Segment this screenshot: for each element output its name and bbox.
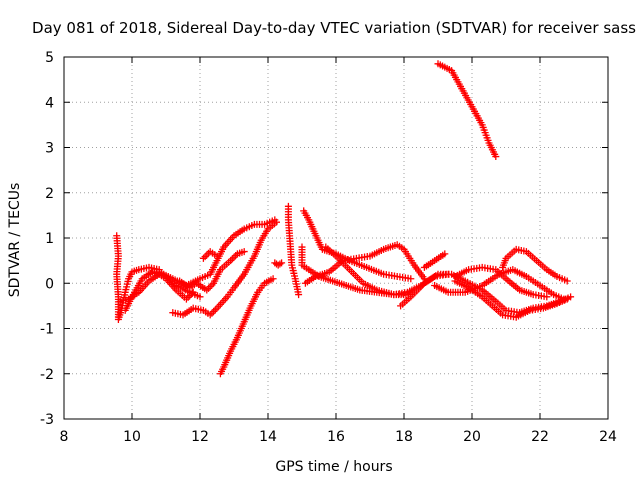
y-tick-label: 5 xyxy=(45,50,54,66)
data-point xyxy=(213,252,221,260)
series-track-13 xyxy=(301,241,428,287)
x-tick-label: 14 xyxy=(259,429,277,445)
y-tick-label: 3 xyxy=(45,141,54,157)
series-track-20 xyxy=(499,245,571,285)
chart-title: Day 081 of 2018, Sidereal Day-to-day VTE… xyxy=(32,19,636,37)
y-tick-label: 2 xyxy=(45,186,54,202)
series-track-17 xyxy=(434,60,500,161)
series-track-21 xyxy=(451,277,571,321)
data-points xyxy=(113,60,575,378)
data-point xyxy=(543,293,551,301)
y-tick-label: -3 xyxy=(40,412,54,428)
series-track-5 xyxy=(169,218,280,319)
series-track-9 xyxy=(271,259,286,269)
y-tick-label: 1 xyxy=(45,231,54,247)
data-point xyxy=(563,295,571,303)
series-track-7 xyxy=(176,248,248,294)
y-tick-label: -1 xyxy=(40,322,54,338)
x-tick-label: 18 xyxy=(395,429,413,445)
x-tick-label: 16 xyxy=(327,429,345,445)
x-tick-label: 20 xyxy=(463,429,481,445)
series-track-10 xyxy=(284,202,303,299)
y-tick-label: 0 xyxy=(45,276,54,292)
data-point xyxy=(441,250,449,258)
series-track-19 xyxy=(451,263,551,301)
data-point xyxy=(269,275,277,283)
series-track-3 xyxy=(121,268,204,314)
y-axis-label: SDTVAR / TECUs xyxy=(7,183,23,298)
y-tick-label: -2 xyxy=(40,367,54,383)
x-tick-label: 10 xyxy=(123,429,141,445)
series-track-8 xyxy=(199,248,221,262)
data-point xyxy=(492,153,500,161)
data-point xyxy=(563,277,571,285)
series-track-6 xyxy=(216,275,277,378)
x-tick-label: 24 xyxy=(599,429,617,445)
series-track-16 xyxy=(420,250,449,271)
x-tick-label: 22 xyxy=(531,429,549,445)
y-tick-label: 4 xyxy=(45,95,54,111)
data-point xyxy=(273,218,280,226)
x-tick-label: 8 xyxy=(60,429,69,445)
data-point xyxy=(295,291,303,299)
x-tick-label: 12 xyxy=(191,429,209,445)
data-point xyxy=(278,259,286,267)
data-point xyxy=(196,293,204,301)
series-track-15 xyxy=(397,270,575,317)
data-point xyxy=(240,248,248,256)
data-point xyxy=(407,275,415,283)
x-axis-label: GPS time / hours xyxy=(275,459,392,475)
